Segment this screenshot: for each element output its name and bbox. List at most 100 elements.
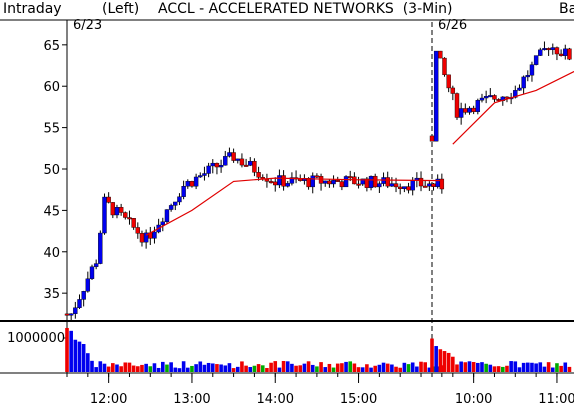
candle-body [227,152,232,157]
volume-bar [438,349,443,372]
volume-bar [521,362,526,372]
volume-bar [340,363,344,372]
candle-body [223,156,228,166]
price-tick-label: 60 [43,80,60,95]
volume-bar [373,365,378,372]
volume-bar [530,362,534,372]
price-tick-label: 55 [43,122,60,137]
volume-bar [442,351,447,372]
volume-bar [356,367,361,372]
candle-body [398,186,403,189]
volume-bar [177,368,182,372]
volume-bar [156,367,161,372]
volume-bar [219,364,223,372]
chart-frame [0,19,574,374]
moving-average-series [145,70,574,236]
candle-body [563,48,568,56]
volume-bar [127,362,132,372]
session-date-label: 6/23 [73,18,103,33]
volume-bar [231,368,236,372]
candle-body [533,55,539,65]
volume-bar [123,362,128,372]
candle-body [198,175,203,178]
candle-body [389,183,395,187]
candle-body [289,177,295,184]
price-tick-label: 40 [43,246,60,261]
candle-body [356,183,361,186]
volume-bar [265,368,269,372]
volume-bar [538,362,543,372]
volume-bar [244,365,248,372]
volume-bar [256,364,261,372]
candle-body [450,87,456,94]
volume-bar [415,366,419,372]
candle-body [433,50,439,142]
volume-bar [90,360,94,372]
volume-bar [542,366,547,372]
candle-body [406,186,411,191]
volume-bar [277,367,282,372]
candle-body [85,278,91,292]
candle-body [438,50,443,59]
volume-bar [136,366,140,372]
candle-body [281,175,286,187]
volume-bar [550,367,555,372]
volume-bar [455,364,459,372]
volume-bar [98,361,103,372]
candle-body [89,266,95,279]
candle-body [318,176,324,184]
volume-bar [496,366,501,372]
volume-bar [248,367,253,372]
candle-body [273,181,278,186]
candle-body [521,76,526,89]
volume-bar [419,361,423,372]
volume-bar [235,366,240,372]
volume-bar [148,366,153,372]
volume-bar [140,364,144,372]
candle-body [550,47,555,50]
price-tick-label: 65 [43,39,60,54]
volume-bar [94,367,98,372]
volume-bar [377,364,382,372]
volume-bar [315,366,319,372]
volume-bar [65,327,69,372]
candle-body [331,180,336,185]
volume-bar [173,367,178,372]
candle-body [168,205,174,210]
volume-bar [451,356,455,372]
volume-bar [505,365,509,372]
candle-body [77,299,82,308]
header-right-fragment: Ba [559,1,574,17]
candle-body [402,186,407,189]
volume-bar [190,365,194,372]
candle-body [492,95,497,100]
candle-body [285,183,290,187]
candlestick-series [64,41,572,321]
volume-bar [365,364,369,372]
volume-bar [210,363,215,372]
candle-body [118,207,124,213]
candle-body [123,212,128,218]
volume-bar [480,362,484,372]
candle-body [189,181,195,187]
candle-body [335,180,340,182]
volume-bar [402,362,407,372]
volume-bar [273,361,278,372]
candle-body [106,196,111,203]
volume-bar [69,330,73,372]
candle-body [529,64,535,76]
candle-body [164,209,170,222]
volume-bar [73,339,78,372]
volume-bar [509,361,513,372]
volume-bar [352,363,357,372]
candle-body [343,176,349,188]
time-tick-label: 11:00 [538,392,574,407]
volume-bar [525,362,530,372]
volume-bar [476,362,480,372]
volume-bar [111,363,115,372]
volume-bar [555,363,559,372]
candle-body [173,201,178,206]
candle-body [210,162,215,167]
volume-bar [390,364,394,372]
volume-bar [467,361,472,372]
